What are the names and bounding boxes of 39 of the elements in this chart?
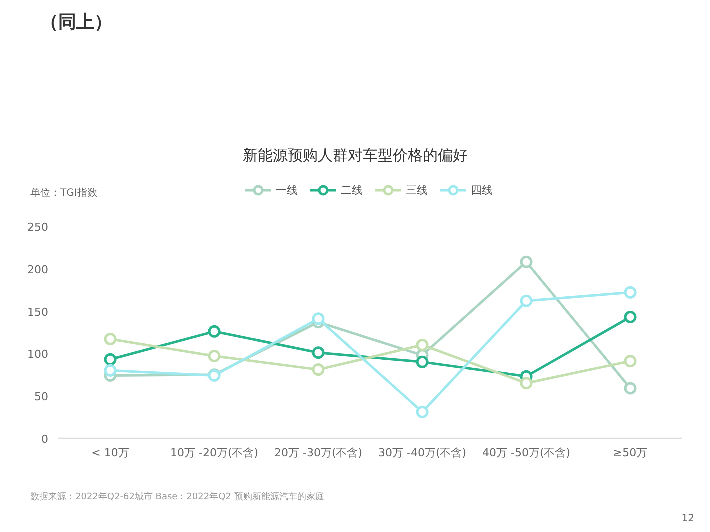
point [104, 364, 117, 377]
x-tick-label: ≥50万 [613, 446, 648, 460]
text: （同上） [40, 12, 112, 33]
legend-label: 一线 [276, 182, 298, 198]
point [624, 310, 637, 324]
point [520, 256, 533, 268]
x-tick-label: 40万 -50万(不含) [482, 446, 571, 460]
point [520, 377, 533, 390]
legend-label: 三线 [406, 182, 428, 198]
point [208, 350, 221, 362]
x-tick-label: < 10万 [92, 446, 130, 460]
text: 12 [682, 514, 695, 524]
point [624, 355, 637, 368]
x-tick-label: 30万 -40万(不含) [378, 446, 467, 460]
point [312, 312, 325, 326]
x-tick-label: 20万 -30万(不含) [274, 446, 363, 460]
point [208, 325, 221, 338]
point [624, 382, 637, 395]
source-note: 数据来源：2022年Q2-62城市 Base：2022年Q2 预购新能源汽车的家庭 [30, 492, 324, 502]
y-axis-title: 单位：TGI指数 [30, 187, 98, 199]
point [312, 346, 325, 360]
y-tick-label: 150 [28, 306, 49, 319]
y-tick-label: 100 [28, 348, 49, 362]
point [104, 353, 117, 366]
chart-title: 新能源预购人群对车型价格的偏好 [243, 146, 468, 164]
y-tick-label: 0 [42, 433, 48, 446]
y-tick-label: 50 [34, 390, 49, 404]
point [104, 333, 117, 346]
point [520, 294, 533, 308]
y-tick-label: 250 [28, 221, 49, 234]
point [416, 406, 429, 418]
legend-label: 四线 [471, 182, 493, 198]
point [416, 338, 429, 352]
point [312, 364, 325, 376]
point [416, 356, 429, 368]
y-tick-label: 200 [28, 263, 49, 276]
x-tick-label: 10万 -20万(不含) [170, 446, 259, 460]
legend-label: 二线 [341, 182, 363, 198]
point [624, 286, 637, 299]
